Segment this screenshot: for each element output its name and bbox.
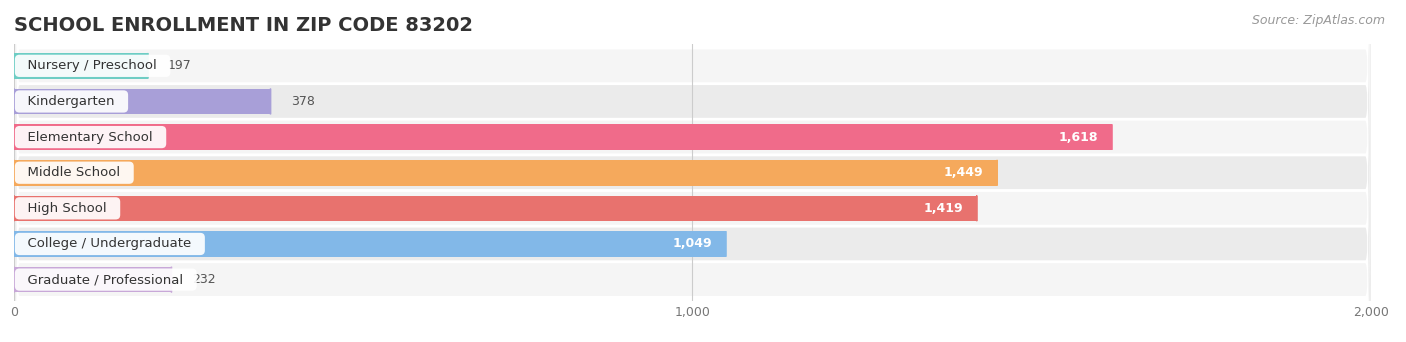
Text: Source: ZipAtlas.com: Source: ZipAtlas.com (1251, 14, 1385, 27)
FancyBboxPatch shape (14, 0, 1371, 334)
Text: College / Undergraduate: College / Undergraduate (20, 237, 200, 250)
FancyBboxPatch shape (14, 0, 1371, 342)
Bar (14, 53, 148, 79)
Bar (14, 267, 172, 292)
Text: 1,419: 1,419 (924, 202, 963, 215)
FancyBboxPatch shape (14, 0, 1371, 342)
Text: Elementary School: Elementary School (20, 131, 162, 144)
FancyBboxPatch shape (14, 0, 1371, 342)
Text: 197: 197 (169, 59, 191, 73)
Text: 378: 378 (291, 95, 315, 108)
Bar (14, 89, 270, 114)
Text: Kindergarten: Kindergarten (20, 95, 124, 108)
Text: SCHOOL ENROLLMENT IN ZIP CODE 83202: SCHOOL ENROLLMENT IN ZIP CODE 83202 (14, 16, 472, 35)
FancyBboxPatch shape (14, 11, 1371, 342)
Text: 232: 232 (191, 273, 215, 286)
Text: 1,049: 1,049 (672, 237, 711, 250)
Text: Middle School: Middle School (20, 166, 129, 179)
FancyBboxPatch shape (14, 0, 1371, 342)
Bar (14, 124, 1112, 150)
Bar (14, 196, 977, 221)
FancyBboxPatch shape (14, 0, 1371, 342)
Text: 1,618: 1,618 (1059, 131, 1098, 144)
Bar (14, 231, 725, 257)
Text: 1,449: 1,449 (943, 166, 983, 179)
Text: High School: High School (20, 202, 115, 215)
Bar (14, 160, 997, 185)
Text: Graduate / Professional: Graduate / Professional (20, 273, 193, 286)
Text: Nursery / Preschool: Nursery / Preschool (20, 59, 166, 73)
